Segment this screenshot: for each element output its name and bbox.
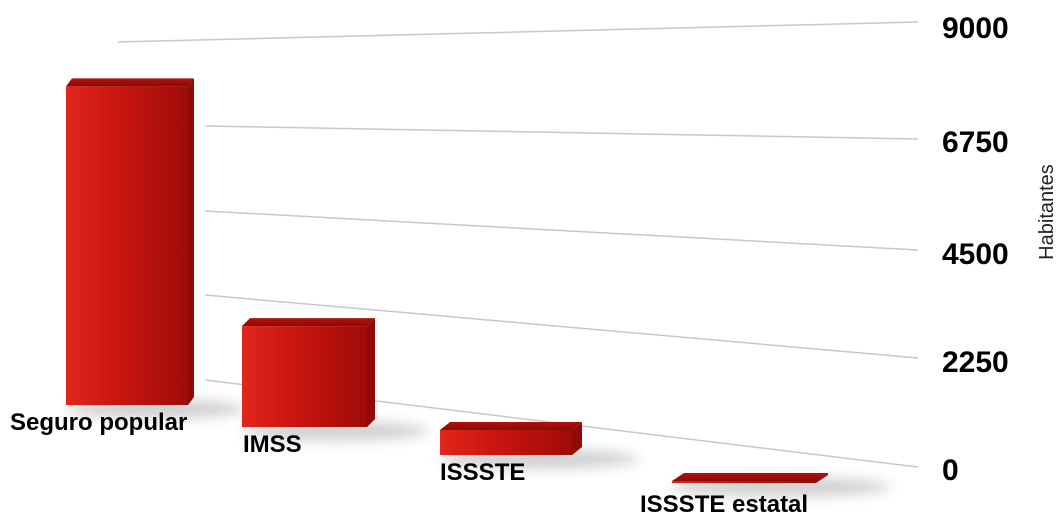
bar-issste-estatal bbox=[672, 473, 828, 483]
bar-top-face bbox=[672, 473, 828, 481]
bar-top-face bbox=[440, 421, 582, 430]
y-tick-label: 9000 bbox=[942, 12, 1009, 45]
gridline-9000 bbox=[117, 21, 919, 43]
bars bbox=[66, 78, 828, 483]
bar-front-face bbox=[66, 86, 188, 405]
category-label: ISSSTE estatal bbox=[640, 491, 808, 517]
y-tick-label: 4500 bbox=[942, 238, 1009, 271]
category-label: IMSS bbox=[243, 431, 302, 458]
bar-top-face bbox=[66, 78, 194, 87]
category-label: Seguro popular bbox=[10, 409, 187, 436]
gridlines bbox=[117, 21, 919, 468]
gridline-6750 bbox=[204, 125, 919, 140]
y-tick-label: 0 bbox=[942, 454, 959, 487]
bar-front-face bbox=[242, 326, 367, 427]
bar-side-face bbox=[367, 318, 375, 427]
category-label: ISSSTE bbox=[440, 459, 525, 486]
bar-issste bbox=[440, 421, 582, 455]
bar-imss bbox=[242, 318, 375, 427]
bar-front-face bbox=[440, 429, 572, 455]
y-tick-label: 6750 bbox=[942, 126, 1009, 159]
bar-side-face bbox=[816, 473, 828, 483]
y-tick-label: 2250 bbox=[942, 346, 1009, 379]
gridline-2250 bbox=[204, 294, 919, 359]
bar-seguro-popular bbox=[66, 78, 194, 405]
category-labels: Seguro popular IMSS ISSSTE ISSSTE estatal bbox=[10, 409, 808, 517]
bar-side-face bbox=[188, 78, 194, 405]
bar-front-face bbox=[672, 481, 816, 483]
y-axis-title: Habitantes bbox=[1036, 164, 1058, 260]
y-axis-ticks: 0 2250 4500 6750 9000 bbox=[942, 12, 1009, 487]
bar-side-face bbox=[572, 421, 582, 455]
gridline-4500 bbox=[204, 210, 919, 251]
bar-top-face bbox=[242, 318, 375, 327]
